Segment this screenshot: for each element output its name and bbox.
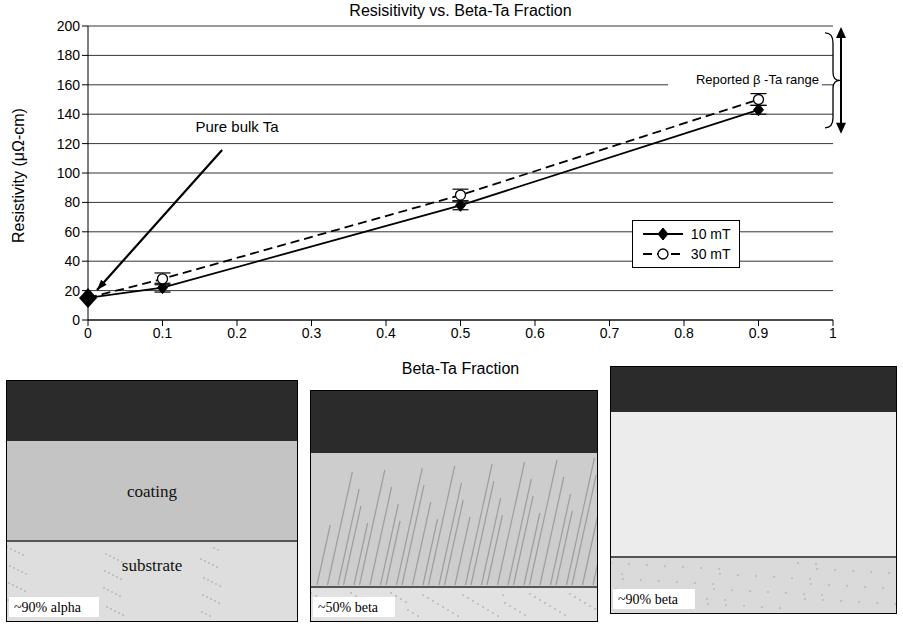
svg-text:0.3: 0.3 [302,325,322,341]
svg-text:80: 80 [64,194,80,210]
svg-text:Reported β -Ta range: Reported β -Ta range [696,72,819,87]
svg-text:0.8: 0.8 [674,325,694,341]
svg-text:Resistivity (μΩ-cm): Resistivity (μΩ-cm) [10,108,27,243]
svg-text:Pure bulk Ta: Pure bulk Ta [195,118,279,135]
svg-text:100: 100 [57,165,81,181]
svg-text:20: 20 [64,283,80,299]
html-text:10 mT: 10 mT [690,226,731,242]
svg-text:0.5: 0.5 [451,325,471,341]
svg-text:0.7: 0.7 [600,325,620,341]
svg-text:coating: coating [127,482,178,501]
svg-text:0.4: 0.4 [376,325,396,341]
svg-text:0.6: 0.6 [525,325,545,341]
svg-text:160: 160 [57,77,81,93]
svg-text:0: 0 [72,312,80,328]
svg-text:1: 1 [829,325,837,341]
svg-text:60: 60 [64,224,80,240]
html-text:30 mT: 30 mT [690,246,731,262]
svg-text:0.2: 0.2 [227,325,247,341]
svg-text:40: 40 [64,253,80,269]
svg-text:140: 140 [57,106,81,122]
svg-text:120: 120 [57,136,81,152]
svg-text:0: 0 [84,325,92,341]
svg-text:180: 180 [57,47,81,63]
svg-text:~90% beta: ~90% beta [618,592,679,607]
svg-text:Beta-Ta Fraction: Beta-Ta Fraction [402,360,519,377]
svg-text:substrate: substrate [122,556,182,575]
svg-text:0.9: 0.9 [749,325,769,341]
svg-text:200: 200 [57,18,81,34]
html-text:Resisitivity vs. Beta-Ta Fract: Resisitivity vs. Beta-Ta Fraction [349,2,572,19]
svg-text:~90% alpha: ~90% alpha [14,600,82,615]
svg-text:0.1: 0.1 [153,325,173,341]
svg-text:~50% beta: ~50% beta [318,600,379,615]
